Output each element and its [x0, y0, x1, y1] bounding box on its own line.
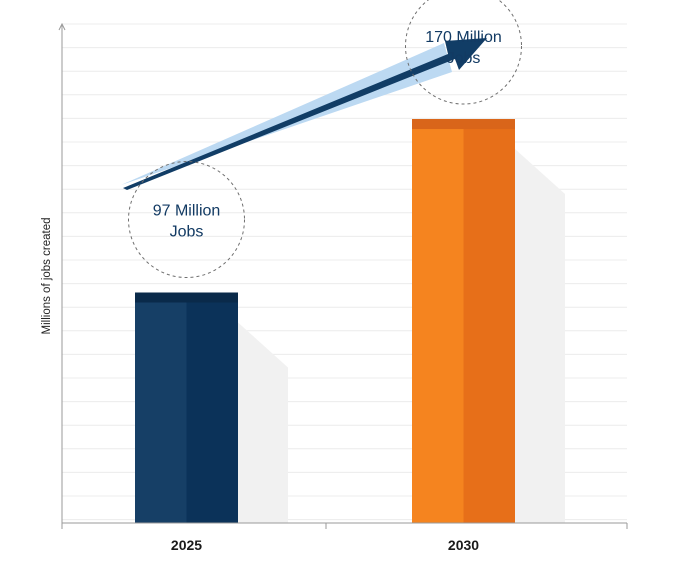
bar-shadow	[515, 149, 565, 524]
bar-right-face	[186, 292, 238, 523]
bar-cap	[135, 292, 238, 303]
value-bubble-outline	[405, 0, 522, 105]
value-bubble-2025: 97 Million Jobs	[128, 161, 245, 279]
y-axis-arrowhead	[58, 22, 66, 31]
x-tick-labels: 2025 2030	[171, 537, 479, 553]
bar-2025	[135, 292, 238, 523]
value-bubble-2030: 170 Million Jobs	[405, 0, 522, 105]
growth-arrow	[121, 38, 487, 190]
bar-shadow	[238, 322, 288, 523]
bar-2030	[412, 119, 515, 524]
x-tick-label: 2030	[448, 537, 479, 553]
growth-arrow-highlight	[121, 43, 452, 185]
x-tick-label: 2025	[171, 537, 202, 553]
bars	[135, 119, 515, 524]
bar-cap	[412, 119, 515, 130]
y-axis-label: Millions of jobs created	[41, 218, 53, 335]
growth-arrow-shape	[123, 38, 487, 190]
data-label: 97 Million	[153, 203, 221, 220]
value-bubble-outline	[128, 161, 245, 279]
bar-left-face	[412, 119, 464, 524]
data-label: Jobs	[170, 224, 204, 241]
value-bubbles: 97 Million Jobs 170 Million Jobs	[128, 0, 522, 279]
axes	[58, 22, 628, 529]
data-label: Jobs	[447, 50, 481, 67]
bar-shadows	[238, 149, 565, 524]
data-label: 170 Million	[425, 29, 501, 46]
bar-right-face	[463, 119, 515, 524]
bar-left-face	[135, 292, 187, 523]
